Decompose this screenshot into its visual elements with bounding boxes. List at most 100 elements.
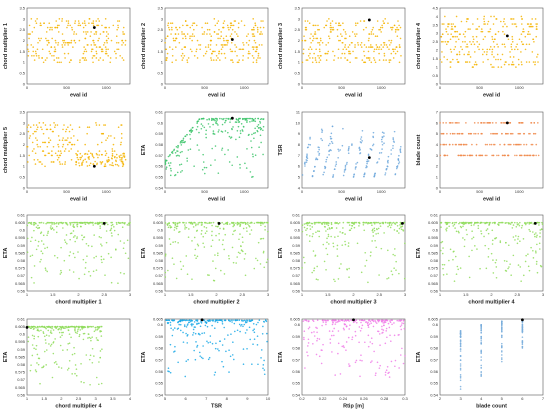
data-point [492,23,494,25]
data-point [188,318,190,321]
data-point [221,243,223,246]
data-point [442,154,445,156]
data-point [222,26,224,29]
data-point [378,52,380,55]
data-point [381,131,384,133]
data-point [464,143,467,145]
data-point [375,228,378,230]
data-point [242,227,244,230]
data-point [330,223,333,226]
data-point [398,61,401,64]
data-point [249,139,252,142]
data-point [378,59,381,61]
data-point [231,125,234,128]
data-point [119,222,121,224]
data-point [213,371,216,373]
data-point [45,222,47,225]
data-point [206,22,208,25]
data-point [523,221,526,224]
data-point [223,121,226,123]
data-point [485,229,487,232]
data-point [90,325,92,327]
data-point [510,48,513,51]
data-point [68,61,71,64]
data-point [58,18,61,20]
data-point [165,165,167,168]
data-point [487,20,489,23]
data-point [220,52,222,55]
data-point [370,61,373,64]
data-point [95,255,98,258]
data-point [87,44,89,46]
data-point [78,161,80,164]
data-point [392,253,394,256]
data-point [241,59,244,61]
y-tick-label: 8 [298,141,301,146]
data-point [191,126,194,128]
data-point [306,59,309,61]
data-point [66,26,68,29]
data-point [359,359,361,361]
data-point [471,154,473,156]
data-point [87,149,90,152]
data-point [354,361,357,363]
data-point [517,264,519,266]
data-point [180,54,182,57]
data-point [331,20,334,22]
data-point [397,162,400,164]
data-point [360,41,363,44]
data-point [354,33,356,35]
data-point [68,359,71,362]
data-point [113,50,116,53]
data-point [445,229,447,232]
data-point [534,251,537,254]
data-point [232,222,235,224]
data-point [184,255,187,257]
data-point [122,33,124,35]
data-point [369,147,372,150]
data-point [49,138,52,141]
data-point [214,144,216,147]
data-point [392,137,395,140]
data-point [485,143,488,145]
y-tick-label: 0.595 [15,339,26,344]
data-point [347,336,350,338]
data-point [164,163,166,165]
data-point [455,53,458,56]
data-point [314,57,317,59]
data-point [356,33,358,35]
data-point [479,352,482,354]
data-point [398,366,400,369]
data-point [260,44,263,46]
data-point [456,265,458,268]
data-point [516,242,518,245]
data-point [468,40,471,43]
x-tick-label: 2.5 [514,292,520,297]
data-point [367,334,370,336]
data-point [493,237,496,240]
data-point [198,221,200,224]
data-point [338,39,340,42]
data-point [357,41,359,44]
data-point [253,22,256,25]
data-point [27,50,30,53]
plot-frame [439,7,543,85]
data-point [100,161,103,164]
data-point [51,130,54,132]
data-point [321,139,324,141]
data-point [221,123,223,125]
data-point [373,350,375,352]
data-point [344,164,347,166]
data-point [513,154,516,156]
plot-frame [26,7,131,85]
data-point [69,24,71,27]
data-point [335,162,338,165]
data-point [481,53,484,56]
data-point [518,266,521,268]
data-point [382,20,384,22]
x-tick-label: 1 [163,292,166,297]
x-tick-label: 2 [490,292,493,297]
data-point [216,320,218,323]
data-point [329,22,332,25]
